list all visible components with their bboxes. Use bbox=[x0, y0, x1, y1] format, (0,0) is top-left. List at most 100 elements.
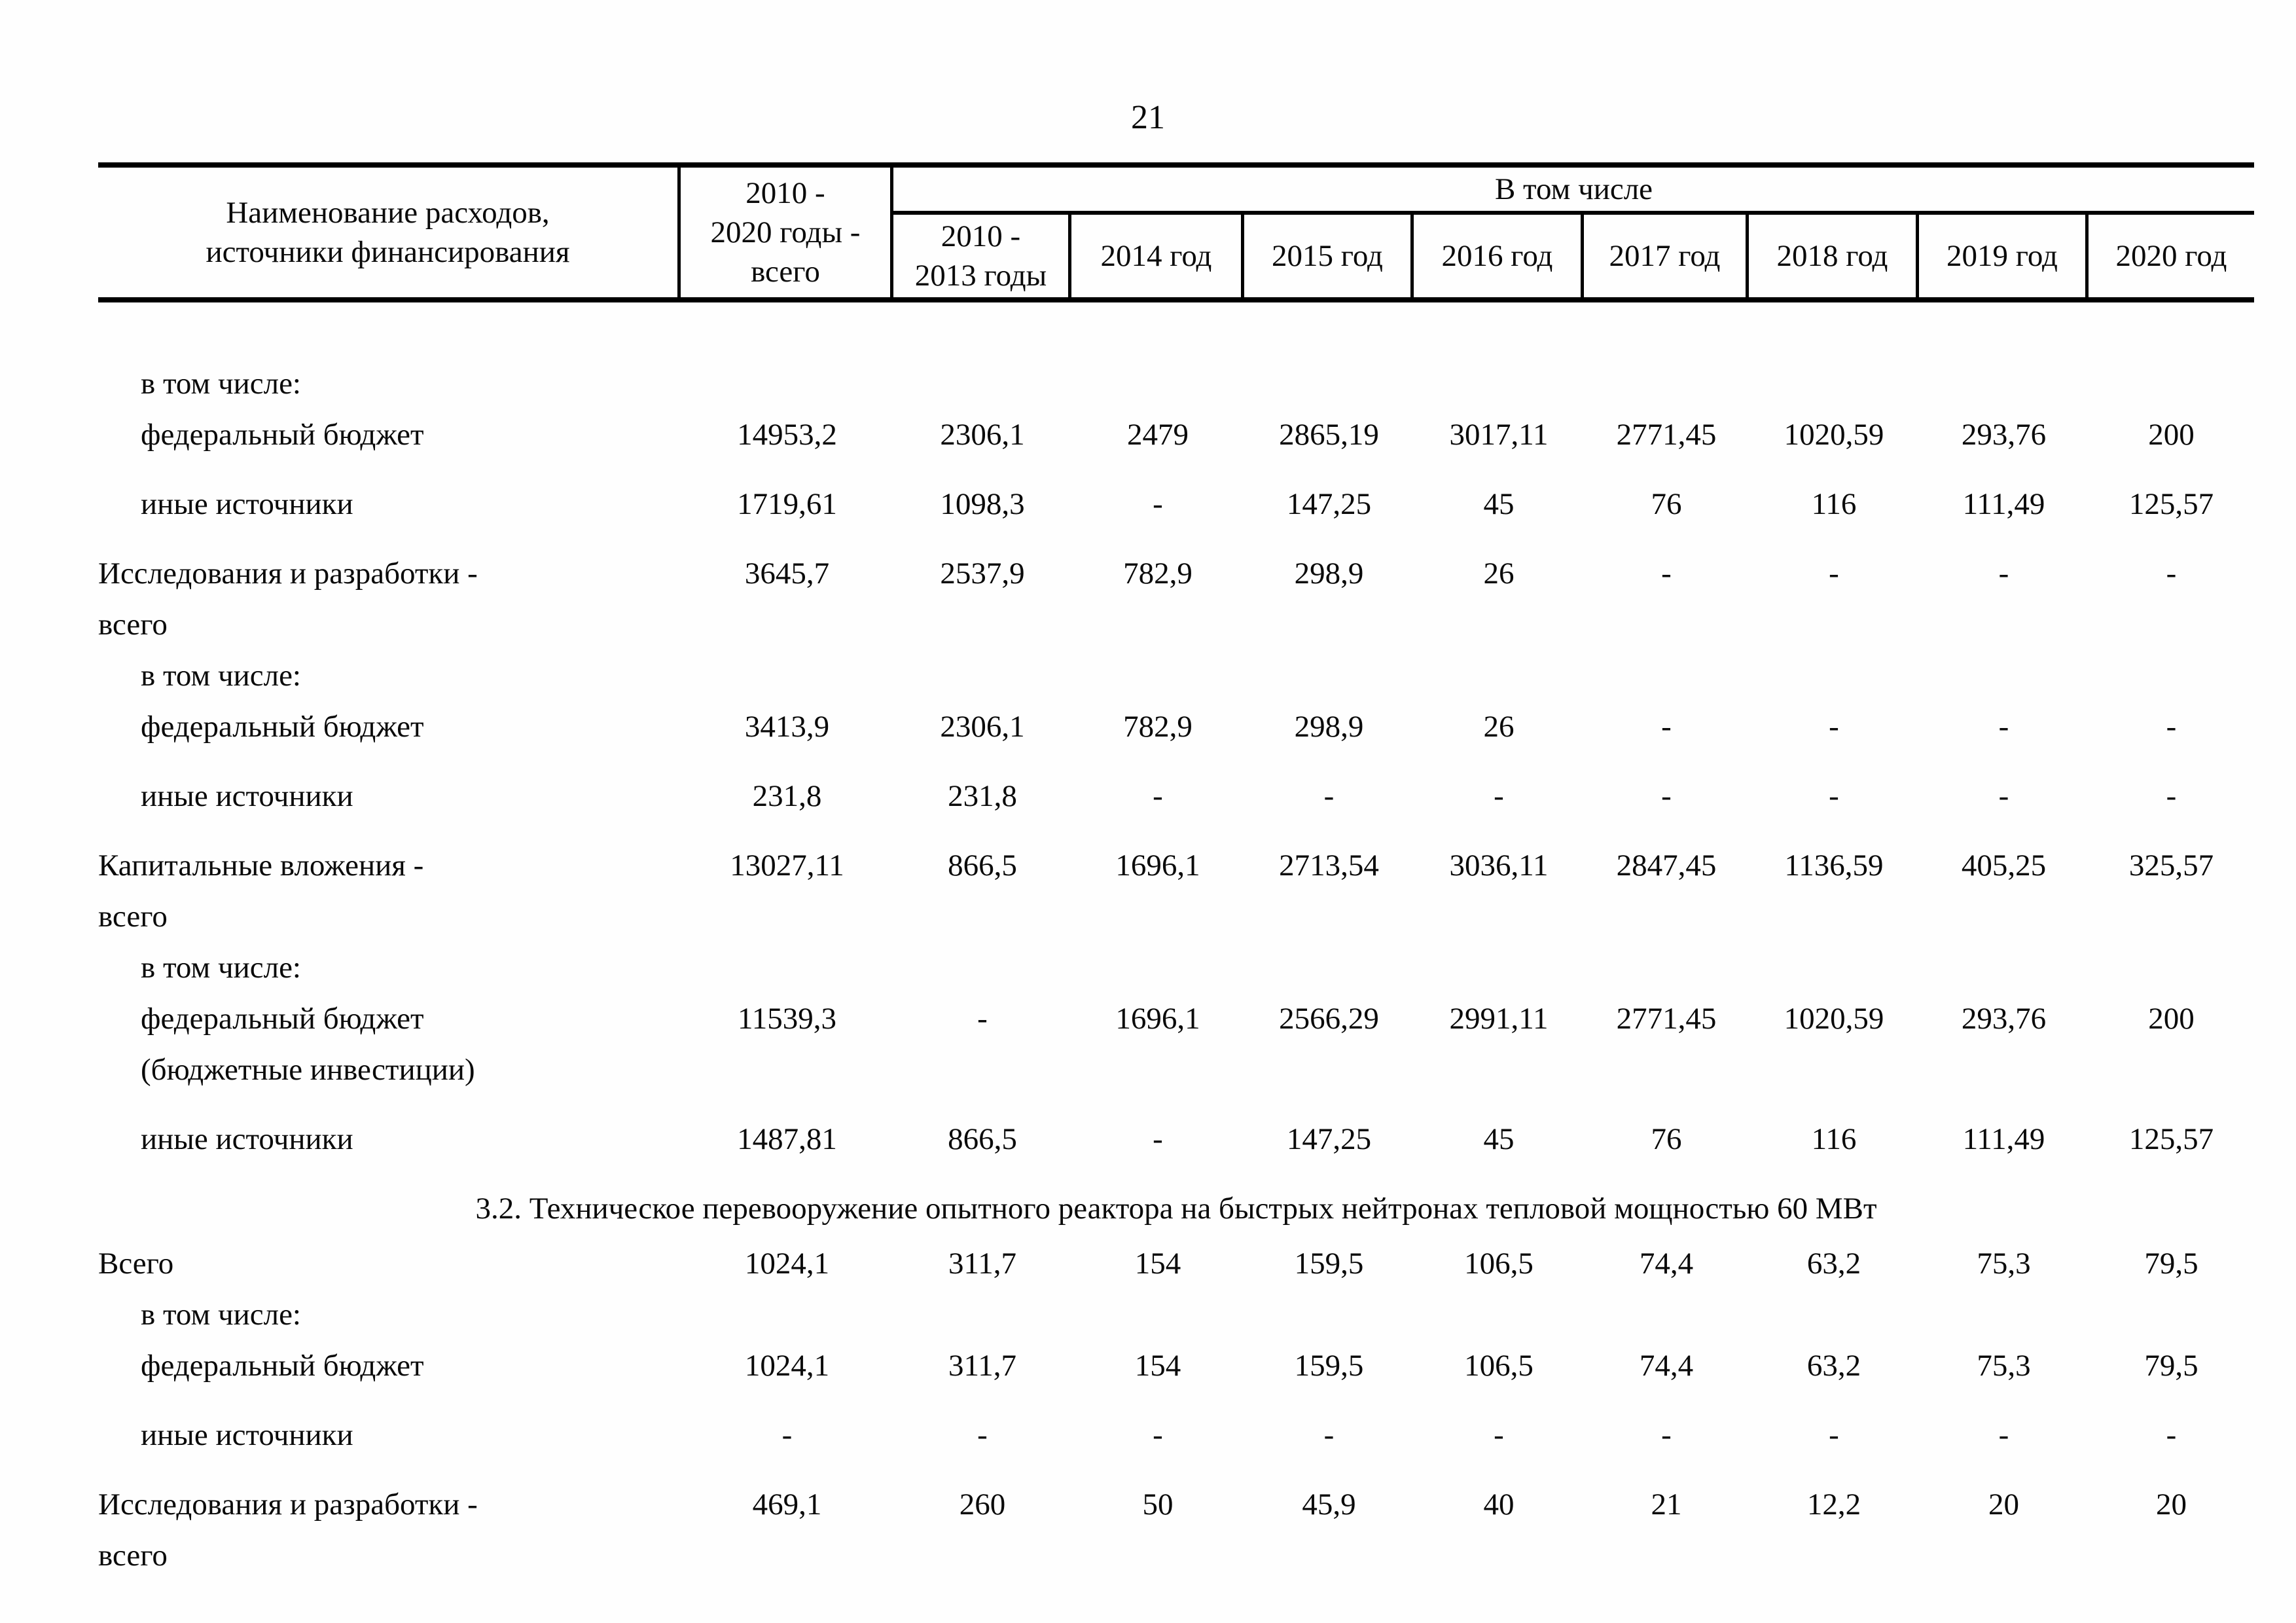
row-label: иные источники bbox=[98, 1114, 681, 1165]
value-cell: - bbox=[1153, 487, 1163, 521]
row-label: в том числе: bbox=[98, 358, 681, 409]
header-cell-year-2018: 2018 год bbox=[1749, 215, 1919, 297]
text-line: иные источники bbox=[141, 779, 353, 813]
value-cell: 111,49 bbox=[1962, 487, 2045, 521]
value-cell: 782,9 bbox=[1123, 710, 1193, 744]
text-line: в том числе: bbox=[141, 659, 301, 693]
value-cell: 1098,3 bbox=[940, 487, 1025, 521]
value-cell: 159,5 bbox=[1294, 1349, 1364, 1383]
value-cell: 469,1 bbox=[752, 1487, 822, 1522]
table-row: федеральный бюджет 14953,2 2306,1 2479 2865,… bbox=[98, 409, 2254, 460]
value-cell: - bbox=[1998, 556, 2009, 591]
value-cell: 116 bbox=[1811, 487, 1857, 521]
row-label: Исследования и разработки - всего bbox=[98, 1479, 681, 1581]
header-cell-expense-name: Наименование расходов, источники финансир… bbox=[98, 168, 681, 297]
value-cell: - bbox=[1661, 556, 1672, 591]
text-line: 2020 год bbox=[2115, 239, 2227, 273]
value-cell: 2306,1 bbox=[940, 418, 1025, 452]
value-cell: - bbox=[1153, 779, 1163, 813]
value-cell: 1136,59 bbox=[1784, 848, 1884, 883]
value-cell: - bbox=[781, 1418, 793, 1452]
value-cell: - bbox=[1829, 1418, 1839, 1452]
table-row: в том числе: bbox=[98, 942, 2254, 993]
value-cell: 2771,45 bbox=[1616, 418, 1717, 452]
value-cell: 2713,54 bbox=[1279, 848, 1379, 883]
value-cell: 76 bbox=[1651, 1122, 1682, 1156]
table-row: Капитальные вложения - всего 13027,11 866,5… bbox=[98, 840, 2254, 942]
value-cell: 26 bbox=[1483, 710, 1515, 744]
text-line: 2010 - bbox=[941, 219, 1021, 253]
header-cell-total-2010-2020: 2010 - 2020 годы - всего bbox=[681, 168, 893, 297]
value-cell: 200 bbox=[2148, 1002, 2195, 1036]
table-row: в том числе: bbox=[98, 358, 2254, 409]
value-cell: 26 bbox=[1483, 556, 1515, 591]
value-cell: 866,5 bbox=[948, 1122, 1017, 1156]
table-row: иные источники 231,8 231,8 - - - - - - - bbox=[98, 771, 2254, 822]
row-label: федеральный бюджет bbox=[98, 1340, 681, 1391]
value-cell: 75,3 bbox=[1977, 1349, 2031, 1383]
table-row: федеральный бюджет 1024,1 311,7 154 159,5 106… bbox=[98, 1340, 2254, 1391]
row-label: федеральный бюджет bbox=[98, 409, 681, 460]
row-label: Исследования и разработки - всего bbox=[98, 548, 681, 650]
text-line: Всего bbox=[98, 1247, 174, 1281]
value-cell: 231,8 bbox=[948, 779, 1017, 813]
row-label: Капитальные вложения - всего bbox=[98, 840, 681, 942]
value-cell: 325,57 bbox=[2128, 848, 2214, 883]
table-row: иные источники - - - - - - - - - bbox=[98, 1410, 2254, 1461]
row-label: в том числе: bbox=[98, 942, 681, 993]
value-cell: 154 bbox=[1134, 1349, 1181, 1383]
text-line: 2020 годы - bbox=[710, 215, 861, 249]
value-cell: 40 bbox=[1483, 1487, 1515, 1522]
row-label: Всего bbox=[98, 1238, 681, 1289]
value-cell: 2865,19 bbox=[1279, 418, 1379, 452]
value-cell: - bbox=[1829, 779, 1839, 813]
value-cell: 74,4 bbox=[1639, 1247, 1694, 1281]
value-cell: 159,5 bbox=[1294, 1247, 1364, 1281]
value-cell: - bbox=[1998, 710, 2009, 744]
text-line: Наименование расходов, bbox=[226, 196, 550, 230]
value-cell: 63,2 bbox=[1806, 1349, 1861, 1383]
header-cell-including: В том числе bbox=[893, 168, 2254, 215]
value-cell: - bbox=[2166, 556, 2177, 591]
page-number: 21 bbox=[1131, 99, 1165, 136]
value-cell: 1020,59 bbox=[1784, 1002, 1884, 1036]
row-label: иные источники bbox=[98, 771, 681, 822]
value-cell: 231,8 bbox=[752, 779, 822, 813]
value-cell: 405,25 bbox=[1961, 848, 2047, 883]
section-title: 3.2. Техническое перевооружение опытного… bbox=[475, 1192, 1877, 1226]
text-line: 2014 год bbox=[1100, 239, 1212, 273]
value-cell: - bbox=[1998, 1418, 2009, 1452]
value-cell: 75,3 bbox=[1977, 1247, 2031, 1281]
value-cell: - bbox=[2166, 1418, 2177, 1452]
table-row: в том числе: bbox=[98, 1289, 2254, 1340]
table-row: федеральный бюджет (бюджетные инвестиции)… bbox=[98, 993, 2254, 1095]
value-cell: 260 bbox=[959, 1487, 1006, 1522]
value-cell: 147,25 bbox=[1286, 487, 1372, 521]
value-cell: 311,7 bbox=[948, 1349, 1016, 1383]
value-cell: 79,5 bbox=[2144, 1247, 2198, 1281]
table-row: иные источники 1487,81 866,5 - 147,25 45 76 116… bbox=[98, 1114, 2254, 1165]
value-cell: 154 bbox=[1134, 1247, 1181, 1281]
value-cell: 14953,2 bbox=[737, 418, 837, 452]
row-label: федеральный бюджет (бюджетные инвестиции) bbox=[98, 993, 681, 1095]
table-row: федеральный бюджет 3413,9 2306,1 782,9 298,9… bbox=[98, 701, 2254, 752]
header-cell-year-2020: 2020 год bbox=[2089, 215, 2254, 297]
value-cell: 2847,45 bbox=[1616, 848, 1717, 883]
text-line: федеральный бюджет bbox=[141, 710, 424, 744]
value-cell: - bbox=[2166, 779, 2177, 813]
value-cell: 45 bbox=[1483, 1122, 1515, 1156]
value-cell: - bbox=[1661, 779, 1672, 813]
header-cell-year-2019: 2019 год bbox=[1919, 215, 2089, 297]
value-cell: 2771,45 bbox=[1616, 1002, 1717, 1036]
value-cell: - bbox=[977, 1002, 988, 1036]
value-cell: - bbox=[1153, 1418, 1163, 1452]
value-cell: 20 bbox=[2156, 1487, 2187, 1522]
text-line: 2010 - bbox=[745, 176, 825, 210]
text-line: в том числе: bbox=[141, 1298, 301, 1332]
text-line: Исследования и разработки - bbox=[98, 1487, 478, 1522]
header-cell-year-2014: 2014 год bbox=[1071, 215, 1244, 297]
value-cell: 1020,59 bbox=[1784, 418, 1884, 452]
value-cell: 866,5 bbox=[948, 848, 1017, 883]
text-line: Капитальные вложения - bbox=[98, 848, 424, 883]
value-cell: 1487,81 bbox=[737, 1122, 837, 1156]
